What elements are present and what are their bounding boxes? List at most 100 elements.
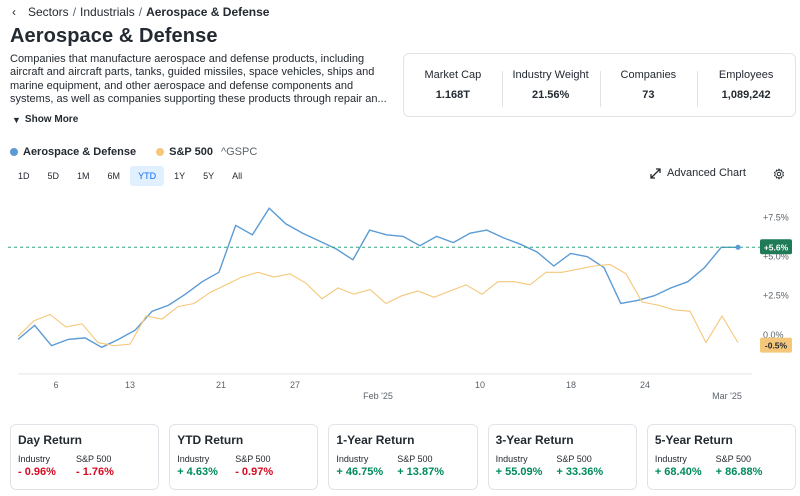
industry-series-line xyxy=(17,207,738,349)
return-value: - 0.96% xyxy=(18,466,56,478)
return-value: + 86.88% xyxy=(715,466,763,478)
y-tick-label: +7.5% xyxy=(763,213,789,223)
return-industry: Industry + 4.63% xyxy=(177,454,221,478)
return-label: Industry xyxy=(18,454,51,464)
legend-item-industry[interactable]: Aerospace & Defense xyxy=(10,146,136,158)
stat-label: Employees xyxy=(718,69,774,81)
return-label: Industry xyxy=(177,454,210,464)
breadcrumb-separator: / xyxy=(72,5,77,19)
breadcrumb: ‹ Sectors / Industrials / Aerospace & De… xyxy=(12,4,269,20)
return-value: - 1.76% xyxy=(76,466,114,478)
x-tick-label: 18 xyxy=(566,380,576,390)
chevron-left-icon[interactable]: ‹ xyxy=(12,5,16,19)
advanced-chart-label: Advanced Chart xyxy=(667,167,746,179)
advanced-chart-button[interactable]: Advanced Chart xyxy=(650,167,746,179)
return-label: Industry xyxy=(336,454,369,464)
range-button-1m[interactable]: 1M xyxy=(77,171,90,181)
return-industry: Industry + 68.40% xyxy=(655,454,702,478)
return-title: YTD Return xyxy=(177,433,244,447)
industry-last-value-label: +5.6% xyxy=(764,242,789,252)
industry-last-point xyxy=(735,244,741,250)
range-button-all[interactable]: All xyxy=(232,171,243,181)
stat-employees: Employees 1,089,242 xyxy=(697,69,795,107)
return-title: 1-Year Return xyxy=(336,433,415,447)
return-label: Industry xyxy=(495,454,528,464)
breadcrumb-industrials[interactable]: Industrials xyxy=(80,5,135,19)
industry-description: Companies that manufacture aerospace and… xyxy=(10,53,387,106)
stat-label: Companies xyxy=(620,69,677,81)
x-tick-label: 13 xyxy=(125,380,135,390)
breadcrumb-current: Aerospace & Defense xyxy=(146,5,270,19)
range-button-5d[interactable]: 5D xyxy=(47,171,60,181)
return-value: + 4.63% xyxy=(177,466,218,478)
x-tick-label: 24 xyxy=(640,380,650,390)
return-value: - 0.97% xyxy=(235,466,274,478)
chart-settings-button[interactable] xyxy=(773,167,785,185)
returns-section: Day Return Industry - 0.96% S&P 500 - 1.76% Y… xyxy=(10,424,797,490)
industry-last-value-badge xyxy=(760,239,792,255)
stat-value: 21.56% xyxy=(531,89,570,101)
range-button-ytd[interactable]: YTD xyxy=(130,166,165,186)
return-label: Industry xyxy=(654,454,687,464)
x-month-label: Mar '25 xyxy=(712,391,742,401)
legend-ticker: ^GSPC xyxy=(220,146,258,158)
y-tick-label: +2.5% xyxy=(763,291,789,301)
stat-companies: Companies 73 xyxy=(599,69,698,107)
return-label: S&P 500 xyxy=(715,454,751,464)
stat-industry-weight: Industry Weight 21.56% xyxy=(501,69,600,107)
return-industry: Industry - 0.96% xyxy=(18,454,62,478)
return-values: Industry + 55.09% S&P 500 + 33.36% xyxy=(496,454,629,478)
return-label: S&P 500 xyxy=(556,454,592,464)
return-title: Day Return xyxy=(18,433,83,447)
time-range-selector: 1D 5D 1M 6M YTD 1Y 5Y All xyxy=(10,166,250,186)
return-values: Industry + 46.75% S&P 500 + 13.87% xyxy=(336,454,469,478)
breadcrumb-separator: / xyxy=(138,5,143,19)
return-value: + 46.75% xyxy=(336,466,384,478)
show-more-label: Show More xyxy=(24,114,79,125)
return-label: S&P 500 xyxy=(76,454,112,464)
breadcrumb-sectors[interactable]: Sectors xyxy=(28,5,69,19)
return-card: YTD Return Industry + 4.63% S&P 500 - 0.97% xyxy=(169,424,319,490)
chart-legend: Aerospace & Defense S&P 500 ^GSPC xyxy=(10,146,271,158)
stat-label: Industry Weight xyxy=(512,69,589,81)
x-tick-label: 27 xyxy=(290,380,300,390)
return-card: 3-Year Return Industry + 55.09% S&P 500 + 33… xyxy=(487,424,637,490)
return-label: S&P 500 xyxy=(235,454,271,464)
return-benchmark: S&P 500 - 0.97% xyxy=(235,454,279,478)
return-values: Industry - 0.96% S&P 500 - 1.76% xyxy=(18,454,151,478)
legend-item-benchmark[interactable]: S&P 500 ^GSPC xyxy=(156,146,257,158)
return-value: + 13.87% xyxy=(397,466,444,478)
return-card: 1-Year Return Industry + 46.75% S&P 500 + 13… xyxy=(328,424,478,490)
gear-icon xyxy=(774,168,784,180)
y-tick-label: +5.0% xyxy=(763,252,789,262)
range-button-5y[interactable]: 5Y xyxy=(203,171,215,181)
stat-value: 73 xyxy=(642,89,655,101)
return-title: 5-Year Return xyxy=(654,433,733,447)
benchmark-last-value-badge xyxy=(760,337,792,353)
return-value: + 68.40% xyxy=(654,466,702,478)
chevron-down-icon: ▼ xyxy=(12,114,21,125)
return-value: + 55.09% xyxy=(495,466,543,478)
return-industry: Industry + 46.75% xyxy=(336,454,383,478)
return-values: Industry + 68.40% S&P 500 + 86.88% xyxy=(655,454,788,478)
stat-market-cap: Market Cap 1.168T xyxy=(404,69,502,101)
y-tick-label: 0.0% xyxy=(763,330,784,340)
benchmark-series-line xyxy=(17,263,739,347)
return-benchmark: S&P 500 + 86.88% xyxy=(716,454,763,478)
range-button-6m[interactable]: 6M xyxy=(107,171,121,181)
benchmark-last-value-label: -0.5% xyxy=(765,341,788,351)
x-tick-label: 21 xyxy=(216,380,226,390)
show-more-button[interactable]: ▼ Show More xyxy=(12,114,78,125)
legend-label: S&P 500 xyxy=(169,146,213,158)
stat-label: Market Cap xyxy=(424,69,482,81)
legend-label: Aerospace & Defense xyxy=(23,146,137,158)
legend-dot-benchmark xyxy=(156,148,165,156)
expand-icon xyxy=(650,167,661,179)
return-card: 5-Year Return Industry + 68.40% S&P 500 + 86… xyxy=(646,424,797,490)
range-button-1d[interactable]: 1D xyxy=(18,171,30,181)
return-values: Industry + 4.63% S&P 500 - 0.97% xyxy=(177,454,310,478)
x-tick-label: 6 xyxy=(53,380,58,390)
return-benchmark: S&P 500 + 33.36% xyxy=(556,454,603,478)
performance-chart[interactable]: +7.5% +5.0% +2.5% 0.0% +5.6% -0.5% 6 13 21 27 10 18… xyxy=(0,196,800,410)
range-button-1y[interactable]: 1Y xyxy=(174,171,186,181)
